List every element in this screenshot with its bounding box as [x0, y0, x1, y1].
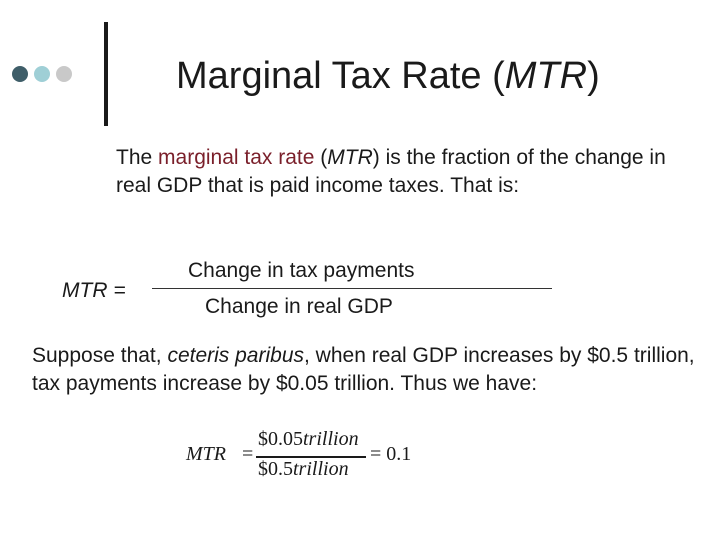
formula-result: = 0.1 — [370, 443, 412, 465]
formula-denominator: $0.5trillion — [258, 458, 349, 481]
title-text: Marginal Tax Rate ( — [176, 55, 505, 97]
formula-lhs: MTR — [186, 443, 226, 465]
formula-num-amount: $0.05 — [258, 428, 303, 450]
formula-num-unit: trillion — [303, 428, 359, 450]
para1-rest: ) is the fraction of the change in real … — [116, 146, 666, 197]
para1-intro: The — [116, 146, 159, 169]
dot-light-decoration — [34, 66, 50, 82]
latin-phrase: ceteris paribus — [167, 344, 304, 367]
fraction-line — [152, 288, 552, 289]
dot-gray-decoration — [56, 66, 72, 82]
para2-start: Suppose that, — [32, 344, 168, 367]
formula-equals: = — [242, 443, 254, 465]
title-divider — [104, 22, 108, 126]
para2-rest: , when real GDP increases by $0.5 trilli… — [32, 344, 695, 395]
title-abbr: MTR — [504, 55, 588, 97]
formula-den-unit: trillion — [293, 458, 349, 480]
bullet-dots — [12, 66, 72, 82]
fraction-denominator: Change in real GDP — [205, 295, 393, 318]
title-close: ) — [587, 55, 600, 97]
formula-den-amount: $0.5 — [258, 458, 293, 480]
mtr-label: MTR = — [62, 279, 126, 302]
formula-numerator: $0.05trillion — [258, 428, 359, 451]
fraction-numerator: Change in tax payments — [188, 259, 415, 282]
term-highlight: marginal tax rate — [158, 146, 315, 169]
formula-fraction-bar — [256, 456, 366, 458]
mtr-formula: MTR = $0.05trillion $0.5trillion = 0.1 — [180, 426, 430, 486]
example-paragraph: Suppose that, ceteris paribus, when real… — [32, 342, 708, 398]
definition-paragraph: The marginal tax rate (MTR) is the fract… — [116, 144, 676, 200]
para1-abbr: MTR — [327, 146, 373, 169]
slide-title: Marginal Tax Rate (MTR) — [176, 52, 716, 100]
dot-dark-decoration — [12, 66, 28, 82]
para1-open: ( — [314, 146, 328, 169]
